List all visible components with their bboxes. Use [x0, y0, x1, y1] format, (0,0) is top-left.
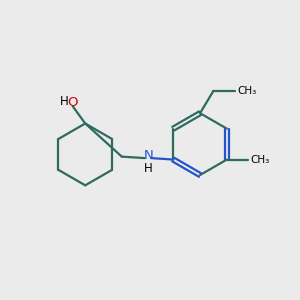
Text: CH₃: CH₃ [238, 86, 257, 96]
Text: H: H [144, 162, 153, 175]
Text: H: H [60, 94, 69, 108]
Text: O: O [68, 96, 78, 110]
Text: CH₃: CH₃ [250, 154, 269, 165]
Text: N: N [143, 149, 153, 162]
